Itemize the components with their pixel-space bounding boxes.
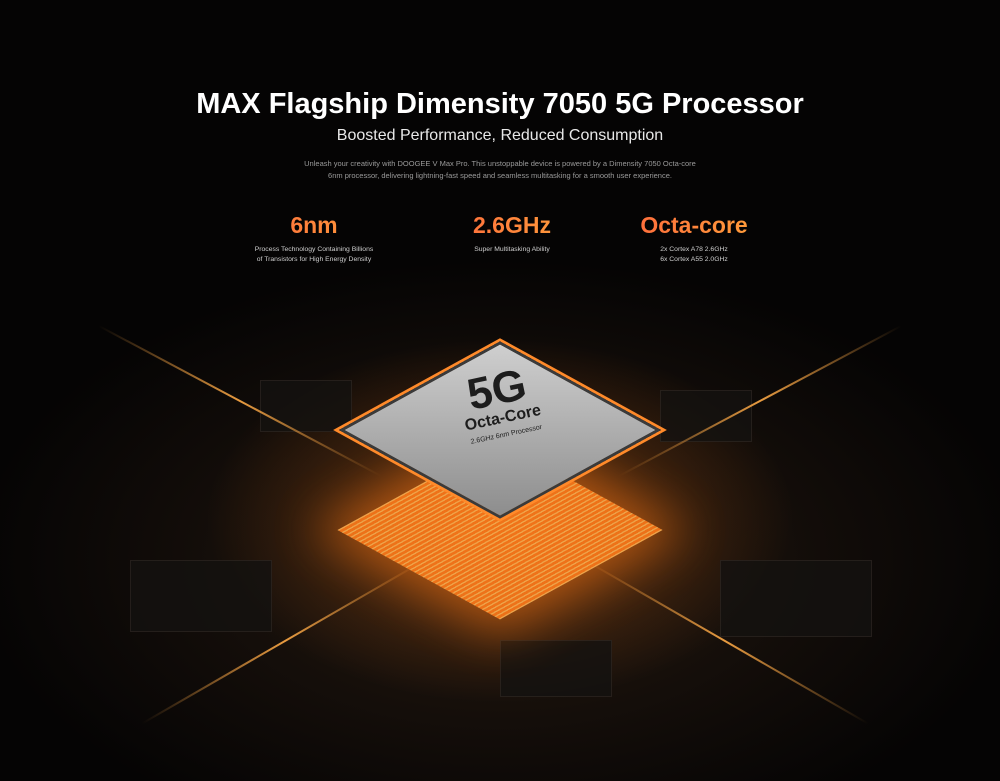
- spec-description: Super Multitasking Ability: [474, 246, 550, 253]
- circuit-component: [660, 390, 752, 442]
- spec-value: 2.6GHz: [402, 212, 622, 239]
- spec-description: Process Technology Containing Billions of…: [254, 246, 374, 263]
- circuit-component: [260, 380, 352, 432]
- spec-process: 6nm Process Technology Containing Billio…: [204, 212, 424, 264]
- circuit-component: [720, 560, 872, 637]
- spec-frequency: 2.6GHz Super Multitasking Ability: [402, 212, 622, 255]
- circuit-component: [130, 560, 272, 632]
- description-line: 6nm processor, delivering lightning-fast…: [328, 171, 672, 180]
- page-title: MAX Flagship Dimensity 7050 5G Processor: [196, 88, 804, 120]
- description-line: Unleash your creativity with DOOGEE V Ma…: [304, 159, 696, 168]
- description: Unleash your creativity with DOOGEE V Ma…: [250, 158, 750, 182]
- spec-value: 6nm: [204, 212, 424, 239]
- spec-description: 2x Cortex A78 2.6GHz 6x Cortex A55 2.0GHz: [660, 246, 728, 263]
- spec-cores: Octa-core 2x Cortex A78 2.6GHz 6x Cortex …: [584, 212, 804, 264]
- spec-value: Octa-core: [584, 212, 804, 239]
- circuit-component: [500, 640, 612, 697]
- page-subtitle: Boosted Performance, Reduced Consumption: [336, 127, 664, 144]
